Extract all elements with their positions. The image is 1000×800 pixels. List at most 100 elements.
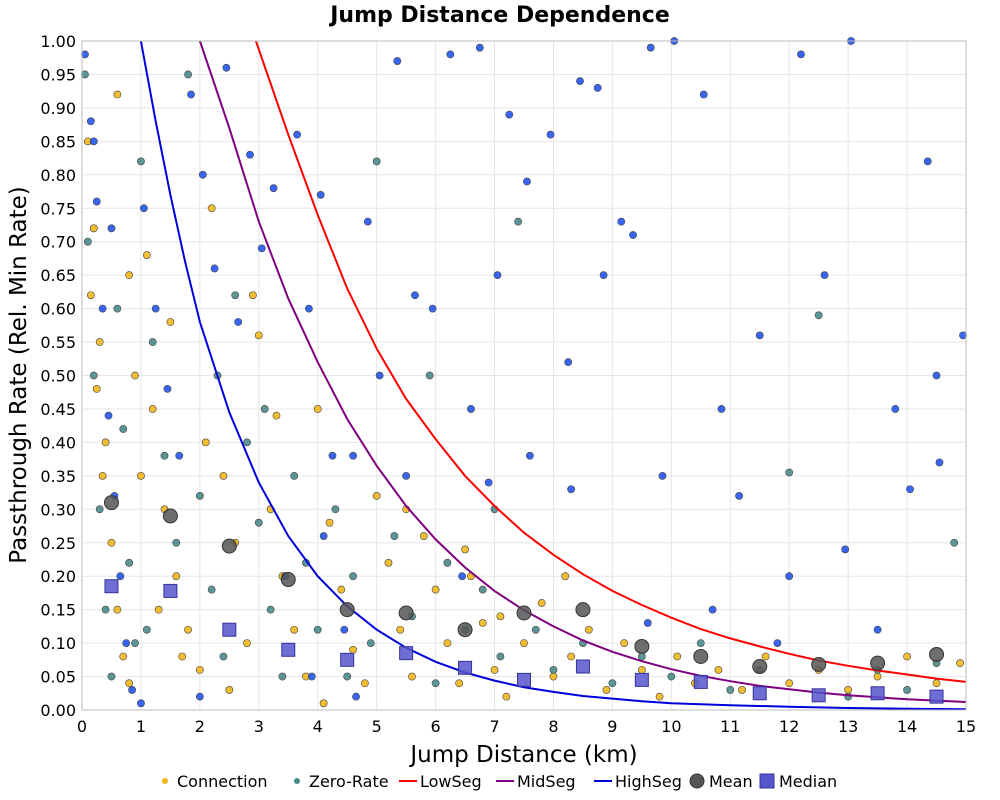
highseg-point (923, 157, 932, 166)
median-marker (929, 689, 944, 704)
connection-point (537, 599, 546, 607)
highseg-point (599, 271, 608, 280)
zero-rate-point (131, 639, 139, 647)
highseg-point (375, 371, 384, 380)
y-tick-label: 0.45 (40, 400, 76, 419)
median-legend-symbol (759, 773, 775, 789)
connection-point (396, 625, 405, 634)
connection-point (148, 405, 157, 413)
highseg-point (717, 405, 726, 413)
median-marker (163, 583, 178, 598)
connection-point (119, 652, 128, 661)
highseg-point (139, 204, 148, 213)
median-marker (281, 642, 296, 657)
x-tick-label: 3 (254, 717, 264, 736)
connection-point (125, 679, 134, 688)
connection-point (313, 405, 322, 413)
connection-point (932, 679, 941, 688)
connection-point (443, 639, 452, 647)
highseg-point (107, 224, 116, 233)
highseg-point (81, 50, 89, 59)
x-tick-label: 0 (77, 717, 87, 736)
mean-marker (339, 602, 355, 618)
highseg-point (86, 117, 95, 126)
connection-point (502, 692, 511, 701)
highseg-point (128, 686, 136, 694)
zero-rate-point (431, 679, 440, 688)
highseg-point (658, 471, 667, 480)
median-marker (340, 652, 355, 667)
connection-point (337, 585, 346, 594)
connection-point (637, 665, 646, 674)
zero-rate-point (142, 625, 151, 634)
zero-rate-point (195, 492, 204, 500)
highseg-point (246, 150, 254, 159)
zero-rate-point (390, 532, 399, 540)
mean-marker (752, 659, 768, 675)
connection-point (349, 645, 357, 654)
zero-rate-point (608, 679, 617, 688)
connection-point (738, 686, 746, 694)
highseg-point (523, 177, 531, 186)
zero-rate-legend-symbol (294, 778, 300, 784)
chart-title: Jump Distance Dependence (328, 3, 670, 28)
mean-marker (870, 655, 886, 671)
zero-rate-point (81, 70, 89, 79)
zero-rate-point (137, 157, 145, 166)
connection-point (137, 471, 145, 480)
connection-point (101, 438, 110, 447)
zero-rate-point (531, 625, 540, 634)
zero-rate-point (814, 311, 823, 320)
highseg-point (446, 50, 455, 59)
median-marker (517, 672, 531, 687)
legend-label-zero-rate: Zero-Rate (309, 772, 389, 791)
highseg-point (484, 478, 493, 487)
connection-point (272, 411, 281, 420)
zero-rate-point (549, 665, 558, 674)
y-tick-label: 0.75 (40, 199, 76, 218)
mean-marker (398, 605, 414, 621)
highseg-point (891, 405, 900, 413)
highseg-point (151, 304, 160, 313)
highseg-point (735, 492, 744, 500)
x-tick-label: 12 (779, 717, 799, 736)
highseg-point (363, 217, 372, 226)
zero-rate-point (113, 304, 122, 313)
zero-rate-point (219, 652, 228, 661)
highseg-point (411, 291, 419, 300)
y-tick-label: 0.95 (40, 65, 76, 84)
zero-rate-point (950, 538, 959, 547)
connection-point (98, 471, 107, 480)
zero-rate-point (290, 471, 299, 480)
highseg-point (195, 692, 204, 701)
zero-rate-point (372, 157, 381, 166)
highseg-point (873, 625, 882, 634)
connection-point (184, 625, 192, 634)
connection-point (419, 532, 428, 540)
highseg-point (935, 458, 944, 467)
zero-rate-point (231, 291, 240, 300)
mean-marker (457, 622, 473, 638)
highseg-point (593, 83, 602, 92)
mean-marker (693, 648, 709, 664)
median-marker (752, 686, 767, 701)
highseg-point (646, 43, 655, 52)
connection-point (673, 652, 682, 661)
zero-rate-point (313, 625, 322, 634)
y-tick-label: 0.85 (40, 132, 76, 151)
highseg-point (163, 384, 172, 393)
y-axis-label: Passthrough Rate (Rel. Min Rate) (6, 186, 32, 564)
zero-rate-point (260, 405, 269, 413)
legend-label-midseg: MidSeg (517, 772, 576, 791)
connection-point (243, 639, 251, 647)
data-points (81, 37, 967, 708)
connection-point (785, 679, 794, 688)
highseg-point (708, 605, 717, 614)
connection-point (95, 338, 104, 346)
legend-label-mean: Mean (709, 772, 753, 791)
highseg-point (89, 137, 98, 146)
connection-point (844, 686, 853, 694)
highseg-point (257, 244, 266, 253)
